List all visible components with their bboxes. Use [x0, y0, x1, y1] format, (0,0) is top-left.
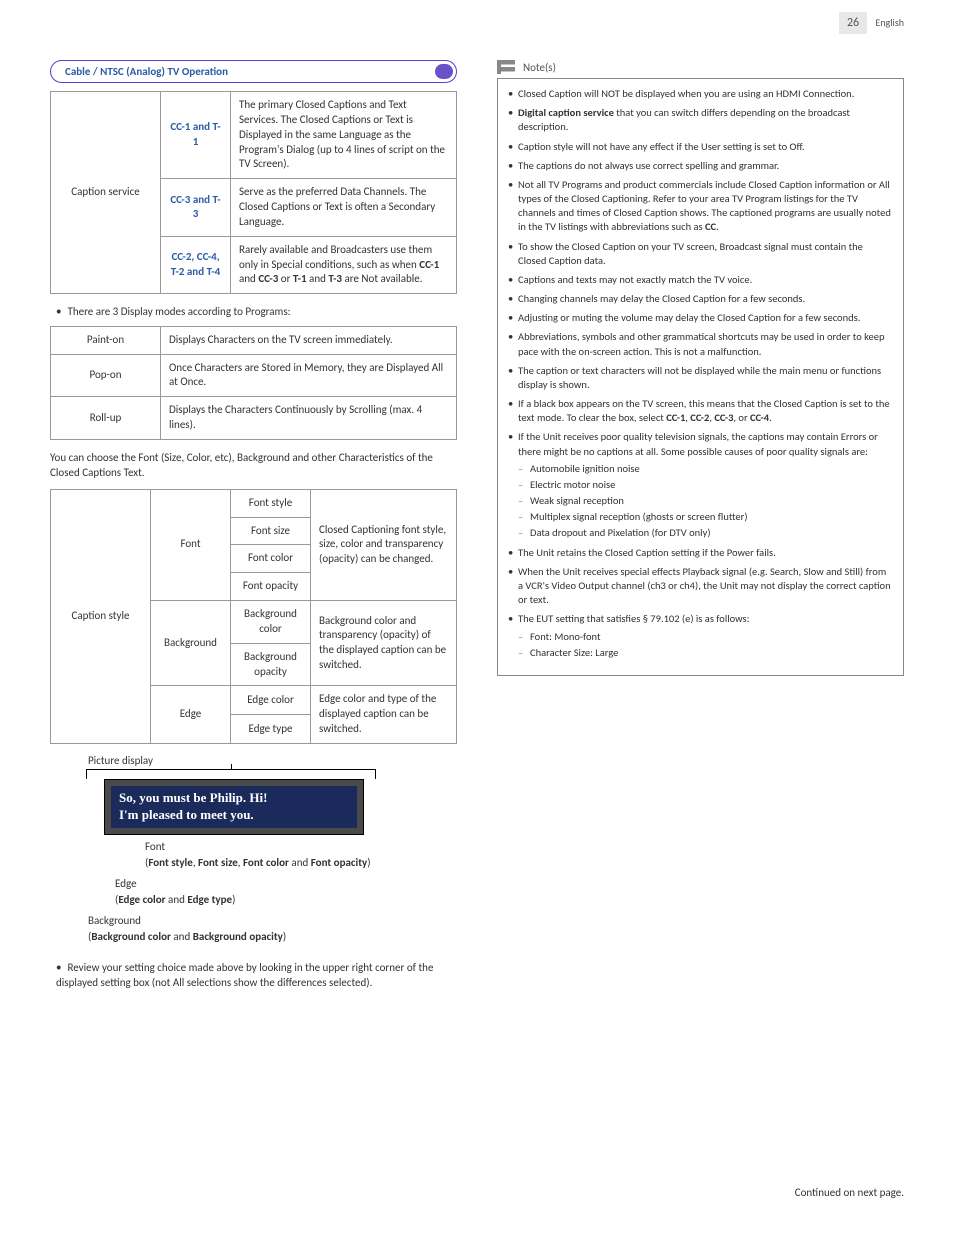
notes-header: Note(s) [497, 60, 904, 74]
cs-code-0: CC-1 and T-1 [161, 92, 231, 179]
font-size: Font size [231, 517, 311, 545]
note-item: The Unit retains the Closed Caption sett… [508, 546, 893, 560]
note-item: Adjusting or muting the volume may delay… [508, 311, 893, 325]
note-item: Captions and texts may not exactly match… [508, 273, 893, 287]
font-desc: Closed Captioning font style, size, colo… [311, 489, 457, 600]
note-item: Caption style will not have any effect i… [508, 140, 893, 154]
note-item: The captions do not always use correct s… [508, 159, 893, 173]
note-subitem: Data dropout and Pixelation (for DTV onl… [518, 526, 893, 540]
caption-service-table: Caption service CC-1 and T-1 The primary… [50, 91, 457, 294]
dm-name-0: Paint-on [51, 326, 161, 354]
right-column: Note(s) Closed Caption will NOT be displ… [497, 60, 904, 997]
caption-example-outer: So, you must be Philip. Hi! I'm pleased … [104, 779, 364, 835]
dm-desc-0: Displays Characters on the TV screen imm… [161, 326, 457, 354]
caption-service-label: Caption service [51, 92, 161, 294]
edge-color: Edge color [231, 686, 311, 715]
picture-display-diagram: Picture display So, you must be Philip. … [50, 754, 457, 946]
font-opacity: Font opacity [231, 573, 311, 601]
display-modes-intro: There are 3 Display modes according to P… [56, 304, 457, 319]
review-note: Review your setting choice made above by… [56, 960, 457, 991]
section-header: Cable / NTSC (Analog) TV Operation [50, 60, 457, 83]
dm-desc-1: Once Characters are Stored in Memory, th… [161, 354, 457, 397]
note-item: The EUT setting that satisfies § 79.102 … [508, 612, 893, 660]
cs-desc-0: The primary Closed Captions and Text Ser… [231, 92, 457, 179]
edge-desc: Edge color and type of the displayed cap… [311, 686, 457, 744]
leader-background: Background (Background color and Backgro… [88, 913, 457, 946]
note-subitem: Automobile ignition noise [518, 462, 893, 476]
continued-footer: Continued on next page. [795, 1186, 904, 1199]
font-style: Font style [231, 489, 311, 517]
note-item: The caption or text characters will not … [508, 364, 893, 392]
page-number: 26 [839, 12, 867, 34]
group-edge: Edge [151, 686, 231, 744]
caption-example-text: So, you must be Philip. Hi! I'm pleased … [111, 786, 357, 828]
font-color: Font color [231, 545, 311, 573]
notes-icon [497, 60, 515, 74]
picture-display-label: Picture display [88, 754, 457, 767]
bg-desc: Background color and transparency (opaci… [311, 601, 457, 686]
note-item: If a black box appears on the TV screen,… [508, 397, 893, 425]
note-subitem: Electric motor noise [518, 478, 893, 492]
leader-edge: Edge (Edge color and Edge type) [115, 876, 457, 909]
dm-name-2: Roll-up [51, 397, 161, 440]
caption-style-label: Caption style [51, 489, 151, 743]
edge-type: Edge type [231, 715, 311, 744]
display-modes-table: Paint-on Displays Characters on the TV s… [50, 326, 457, 440]
left-column: Cable / NTSC (Analog) TV Operation Capti… [50, 60, 457, 997]
cs-desc-2: Rarely available and Broadcasters use th… [231, 236, 457, 294]
group-background: Background [151, 601, 231, 686]
note-item: To show the Closed Caption on your TV sc… [508, 240, 893, 268]
bg-color: Background color [231, 601, 311, 644]
cs-desc-1: Serve as the preferred Data Channels. Th… [231, 179, 457, 237]
style-intro: You can choose the Font (Size, Color, et… [50, 450, 457, 481]
page-lang: English [875, 16, 904, 29]
note-item: Abbreviations, symbols and other grammat… [508, 330, 893, 358]
note-item: Not all TV Programs and product commerci… [508, 178, 893, 235]
caption-style-table: Caption style Font Font style Closed Cap… [50, 489, 457, 744]
page-header: 26 English [839, 12, 904, 34]
note-item: When the Unit receives special effects P… [508, 565, 893, 608]
note-subitem: Weak signal reception [518, 494, 893, 508]
dm-desc-2: Displays the Characters Continuously by … [161, 397, 457, 440]
note-item: Digital caption service that you can swi… [508, 106, 893, 134]
note-item: Closed Caption will NOT be displayed whe… [508, 87, 893, 101]
note-subitem: Multiplex signal reception (ghosts or sc… [518, 510, 893, 524]
cs-code-1: CC-3 and T-3 [161, 179, 231, 237]
cs-code-2: CC-2, CC-4, T-2 and T-4 [161, 236, 231, 294]
note-subitem: Font: Mono-font [518, 630, 893, 644]
leader-font: Font (Font style, Font size, Font color … [145, 839, 457, 872]
notes-box: Closed Caption will NOT be displayed whe… [497, 78, 904, 676]
group-font: Font [151, 489, 231, 600]
bg-opacity: Background opacity [231, 643, 311, 686]
note-subitem: Character Size: Large [518, 646, 893, 660]
note-item: If the Unit receives poor quality televi… [508, 430, 893, 540]
note-item: Changing channels may delay the Closed C… [508, 292, 893, 306]
dm-name-1: Pop-on [51, 354, 161, 397]
